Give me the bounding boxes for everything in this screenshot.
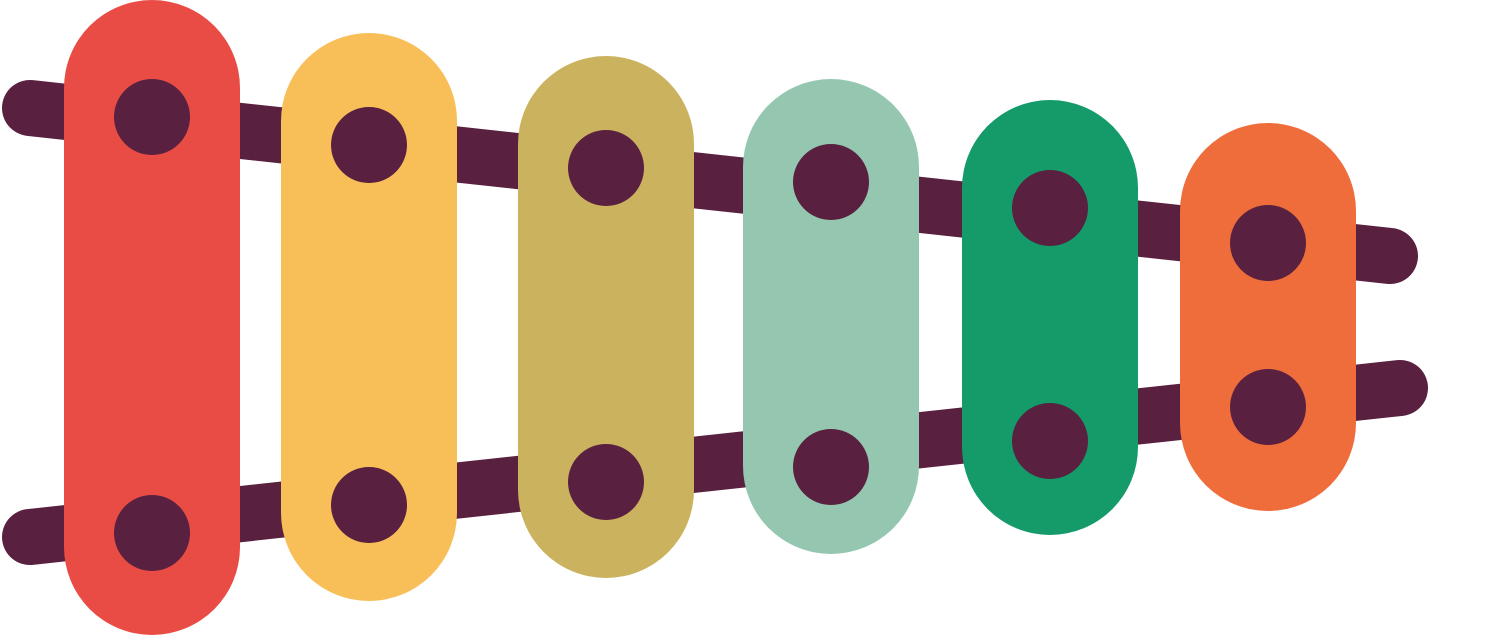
bottom-peg: [568, 444, 644, 520]
top-peg: [1230, 205, 1306, 281]
top-peg: [114, 79, 190, 155]
bar-body: [962, 100, 1138, 535]
xylophone-bar-sage: [743, 79, 919, 554]
top-rail: [2, 80, 1418, 284]
bottom-peg: [331, 467, 407, 543]
bar-body: [64, 0, 240, 635]
bottom-peg: [114, 495, 190, 571]
bar-body: [1180, 123, 1356, 511]
xylophone-bar-red: [64, 0, 240, 635]
xylophone-bar-mustard: [518, 56, 694, 578]
bar-body: [518, 56, 694, 578]
xylophone-bars: [64, 0, 1356, 635]
bottom-peg: [793, 429, 869, 505]
bottom-rail: [2, 360, 1428, 565]
xylophone-bar-orange: [1180, 123, 1356, 511]
xylophone-bar-green: [962, 100, 1138, 535]
bar-body: [743, 79, 919, 554]
bottom-peg: [1012, 403, 1088, 479]
top-peg: [568, 130, 644, 206]
top-peg: [793, 144, 869, 220]
bar-body: [281, 33, 457, 601]
xylophone-bar-yellow: [281, 33, 457, 601]
top-peg: [331, 107, 407, 183]
bottom-peg: [1230, 369, 1306, 445]
top-peg: [1012, 170, 1088, 246]
